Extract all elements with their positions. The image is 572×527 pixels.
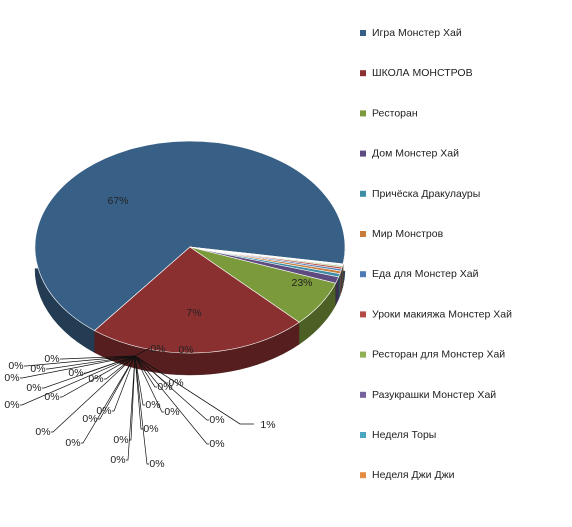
data-label-6: 0%	[8, 360, 23, 372]
legend-label-9: Разукрашки Монстер Хай	[372, 389, 496, 401]
legend-swatch-9	[360, 392, 366, 398]
data-label-3: 0%	[178, 344, 193, 356]
leader-line-15	[81, 356, 135, 443]
data-label-5: 0%	[44, 353, 59, 365]
legend-swatch-6	[360, 271, 366, 277]
legend-swatch-0	[360, 30, 366, 36]
legend-label-2: Ресторан	[372, 107, 418, 119]
legend-label-3: Дом Монстер Хай	[372, 148, 459, 160]
legend-label-5: Мир Монстров	[372, 228, 444, 240]
data-label-13: 0%	[88, 373, 103, 385]
legend-label-8: Ресторан для Монстер Хай	[372, 349, 505, 361]
legend-swatch-1	[360, 70, 366, 76]
data-label-21: 0%	[149, 458, 164, 470]
data-label-15: 0%	[65, 437, 80, 449]
legend-swatch-3	[360, 151, 366, 157]
legend-swatch-5	[360, 231, 366, 237]
data-label-19: 0%	[110, 454, 125, 466]
data-label-26: 0%	[209, 438, 224, 450]
legend-swatch-2	[360, 110, 366, 116]
data-label-10: 0%	[26, 382, 41, 394]
data-label-11: 0%	[44, 391, 59, 403]
data-label-27: 0%	[209, 414, 224, 426]
legend-swatch-8	[360, 352, 366, 358]
legend-label-7: Уроки макияжа Монстер Хай	[372, 308, 512, 320]
legend-label-0: Игра Монстер Хай	[372, 27, 462, 39]
data-label-7: 0%	[30, 363, 45, 375]
legend-label-10: Неделя Торы	[372, 429, 436, 441]
legend-label-4: Причёска Дракулауры	[372, 188, 480, 200]
data-label-12: 0%	[4, 399, 19, 411]
data-label-17: 0%	[96, 405, 111, 417]
data-label-1: 23%	[291, 277, 312, 289]
data-label-16: 0%	[82, 413, 97, 425]
legend-swatch-4	[360, 191, 366, 197]
data-label-9: 0%	[68, 367, 83, 379]
data-label-25: 0%	[168, 377, 183, 389]
legend-swatch-10	[360, 432, 366, 438]
data-label-14: 0%	[35, 426, 50, 438]
data-label-4: 1%	[260, 419, 275, 431]
data-label-28: 0%	[150, 343, 165, 355]
legend-swatch-11	[360, 472, 366, 478]
data-label-20: 0%	[143, 423, 158, 435]
data-label-18: 0%	[113, 434, 128, 446]
data-label-22: 0%	[145, 399, 160, 411]
legend-swatch-7	[360, 311, 366, 317]
legend-label-6: Еда для Монстер Хай	[372, 268, 479, 280]
data-label-23: 0%	[164, 406, 179, 418]
data-label-8: 0%	[4, 372, 19, 384]
legend-label-1: ШКОЛА МОНСТРОВ	[372, 67, 473, 79]
data-label-2: 7%	[186, 307, 201, 319]
data-label-0: 67%	[107, 195, 128, 207]
legend-label-11: Неделя Джи Джи	[372, 469, 455, 481]
